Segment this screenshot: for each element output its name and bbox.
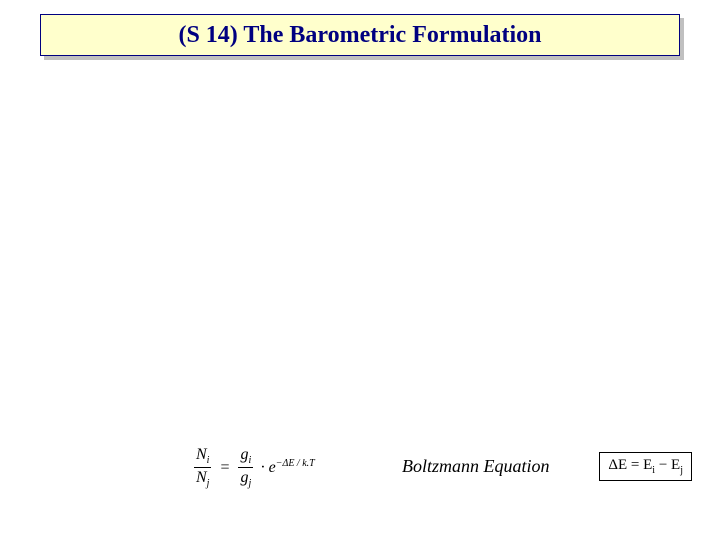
- delta-E: E: [618, 457, 627, 473]
- exponential-base: e: [269, 459, 276, 477]
- lhs-numerator: Ni: [194, 446, 211, 466]
- lhs-num-sub: i: [207, 455, 210, 466]
- delta-symbol: Δ: [608, 457, 618, 473]
- delta-Ej: E: [671, 457, 680, 473]
- lhs-den-var: N: [196, 469, 207, 486]
- equals-sign: =: [220, 459, 229, 477]
- fraction-lhs: Ni Nj: [194, 446, 211, 489]
- fraction-bar-icon: [194, 467, 211, 468]
- delta-minus: −: [655, 457, 671, 473]
- rhs-denominator: gj: [238, 469, 253, 489]
- multiplication-dot: ·: [260, 459, 265, 477]
- delta-sub-j: j: [680, 465, 683, 476]
- boltzmann-equation: Ni Nj = gi gj · e−ΔE / k.T: [190, 446, 315, 489]
- slide-title: (S 14) The Barometric Formulation: [178, 22, 541, 49]
- delta-e-definition-box: ΔE = Ei − Ej: [599, 452, 692, 481]
- lhs-num-var: N: [196, 446, 207, 463]
- rhs-num-sub: i: [248, 455, 251, 466]
- equation-row: Ni Nj = gi gj · e−ΔE / k.T Boltzmann Equ…: [0, 440, 720, 496]
- title-box: (S 14) The Barometric Formulation: [40, 14, 680, 56]
- equation-label: Boltzmann Equation: [402, 456, 550, 477]
- exponential-superscript: −ΔE / k.T: [276, 458, 315, 469]
- fraction-bar-icon: [238, 467, 253, 468]
- slide-title-container: (S 14) The Barometric Formulation: [40, 14, 680, 56]
- delta-Ei: E: [643, 457, 652, 473]
- fraction-rhs: gi gj: [238, 446, 253, 489]
- rhs-den-sub: j: [248, 478, 251, 489]
- delta-eq: =: [627, 457, 643, 473]
- lhs-den-sub: j: [207, 478, 210, 489]
- lhs-denominator: Nj: [194, 469, 211, 489]
- rhs-numerator: gi: [238, 446, 253, 466]
